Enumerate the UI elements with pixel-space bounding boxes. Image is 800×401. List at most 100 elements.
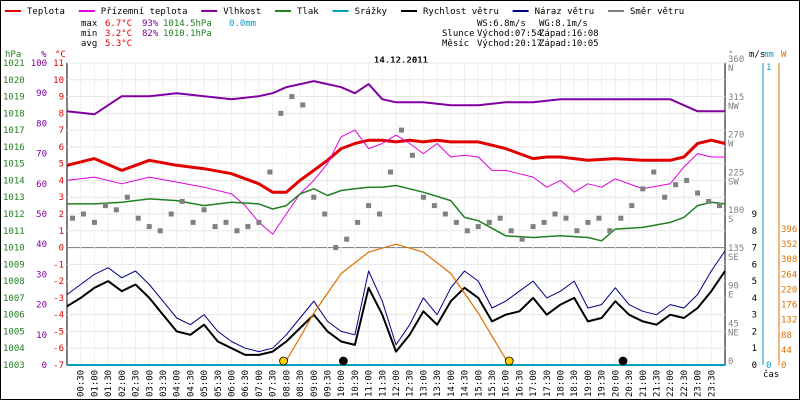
x-tick-label-42: 21:30 [652,370,662,397]
solar-tick-7: 308 [781,255,797,265]
x-tick-label-9: 05:00 [200,370,210,397]
x-tick-label-25: 13:00 [419,370,429,397]
x-tick-label-39: 20:00 [611,370,621,397]
wind-direction-point [311,194,317,200]
pressure-tick-15: 1018 [3,109,25,119]
wind-direction-point [640,186,646,192]
pressure-tick-16: 1019 [3,93,25,103]
wind-tick-9: 9 [752,210,757,220]
wind-direction-point [420,194,426,200]
pressure-tick-0: 1003 [3,361,25,371]
wind-direction-point [431,203,437,209]
wind-axis-label: m/s [749,50,765,60]
legend-label-6: Náraz větru [535,7,595,17]
wind-direction-point [497,215,503,221]
x-tick-label-8: 04:30 [186,370,196,397]
wind-direction-point [355,219,361,225]
wind-direction-point [245,224,251,230]
wind-direction-point [464,228,470,234]
wind-direction-point [508,228,514,234]
series-7-line [283,243,510,366]
direction-tick-6: 270 [728,131,744,141]
humidity-tick-10: 100 [31,59,47,69]
solar-tick-8: 352 [781,240,797,250]
direction-tick-name-6: W [728,140,734,150]
temperature-tick-9: 2 [59,210,64,220]
wind-tick-6: 6 [752,260,757,270]
x-tick-label-5: 03:00 [145,370,155,397]
rain-tick-0: 0 [766,361,771,371]
moonrise-marker [618,356,628,366]
wind-direction-point [596,215,602,221]
wind-tick-2: 2 [752,327,757,337]
wind-direction-point [662,194,668,200]
pressure-tick-9: 1012 [3,210,25,220]
wind-direction-point [486,219,492,225]
moonset-marker [338,356,348,366]
pressure-tick-1: 1004 [3,344,25,354]
x-tick-label-13: 07:00 [255,370,265,397]
x-tick-label-6: 03:30 [159,370,169,397]
solar-tick-1: 44 [781,346,792,356]
moon-label: Měsíc [442,39,469,49]
x-tick-label-32: 16:30 [515,370,525,397]
legend-label-7: Směr větru [630,7,684,17]
wind-direction-point [695,190,701,196]
wind-tick-7: 7 [752,244,757,254]
wind-direction-point [618,215,624,221]
x-tick-label-1: 01:00 [90,370,100,397]
wind-direction-point [267,169,273,175]
wind-direction-point [706,198,712,204]
wind-tick-4: 4 [752,294,757,304]
wind-direction-point [124,194,130,200]
x-tick-label-24: 12:30 [406,370,416,397]
wind-direction-point [574,228,580,234]
direction-tick-7: 315 [728,93,744,103]
stats-max-hum: 93% [142,19,159,29]
wind-direction-point [442,211,448,217]
wind-direction-point [519,236,525,242]
temperature-tick-16: 9 [59,93,64,103]
x-tick-label-2: 01:30 [104,370,114,397]
temperature-tick-15: 8 [59,109,64,119]
humidity-tick-2: 20 [36,301,47,311]
legend-label-0: Teplota [27,7,65,17]
humidity-tick-1: 10 [36,331,47,341]
direction-tick-4: 180 [728,206,744,216]
wind-tick-1: 1 [752,344,757,354]
wind-direction-point [289,94,295,100]
pressure-tick-17: 1020 [3,76,25,86]
axes: 00:30 01:00 01:30 02:00 02:30 03:00 03:30 04:00… [3,50,797,397]
x-tick-label-11: 06:00 [228,370,238,397]
wind-direction-point [113,207,119,213]
legend-label-3: Tlak [297,7,319,17]
wind-direction-point [102,203,108,209]
x-tick-label-40: 20:30 [625,370,635,397]
legend-label-1: Přízemní teplota [101,7,188,17]
solar-tick-3: 132 [781,316,797,326]
solar-tick-0: 0 [781,361,786,371]
series-4-line [66,270,726,356]
stats-max-label: max [81,19,98,29]
pressure-tick-10: 1013 [3,193,25,203]
wind-direction-point [157,228,163,234]
wind-direction-point [344,236,350,242]
moon-rise: Východ:20:17 [477,39,542,49]
direction-axis-label: ° [728,50,733,60]
temperature-tick-12: 5 [59,160,64,170]
stats-min-hum: 82% [142,29,159,39]
solar-axis-label: W [781,50,787,60]
wind-direction-point [607,228,613,234]
humidity-tick-4: 40 [36,240,47,250]
x-tick-label-0: 00:30 [77,370,87,397]
x-tick-label-27: 14:00 [447,370,457,397]
x-tick-label-14: 07:30 [269,370,279,397]
direction-tick-1: 45 [728,319,739,329]
temperature-tick-0: -7 [53,361,64,371]
temperature-tick-13: 6 [59,143,64,153]
x-tick-label-21: 11:00 [365,370,375,397]
wind-direction-point [201,207,207,213]
wind-direction-point [256,219,262,225]
